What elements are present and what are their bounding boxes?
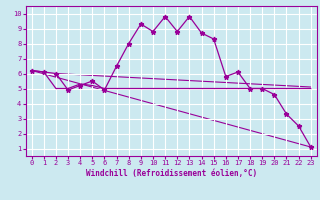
X-axis label: Windchill (Refroidissement éolien,°C): Windchill (Refroidissement éolien,°C) xyxy=(86,169,257,178)
